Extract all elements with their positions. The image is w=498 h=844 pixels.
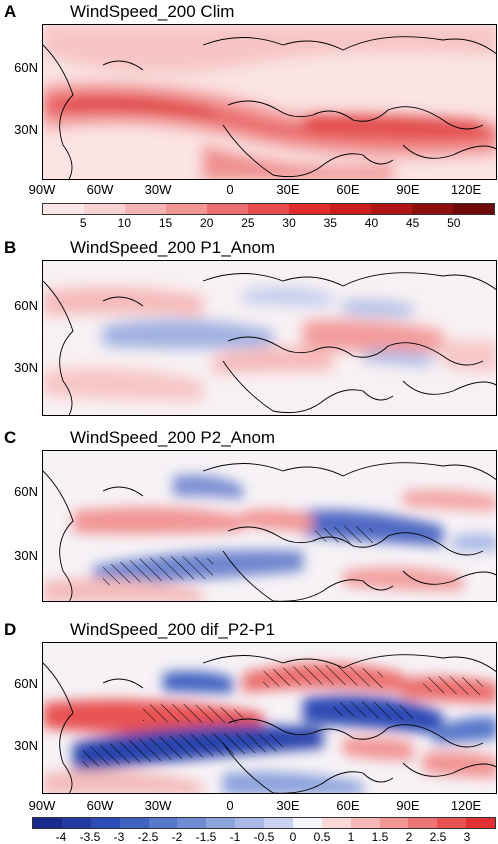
colorbar-clim-tick-label: 20 <box>200 216 214 230</box>
colorbar-anom-tick-label: -0.5 <box>253 830 275 844</box>
colorbar-anom-tick-label: -2.5 <box>137 830 159 844</box>
colorbar-anom-swatch <box>206 818 236 828</box>
lon-label-90w-d: 90W <box>28 798 56 813</box>
colorbar-anom-swatch <box>264 818 293 828</box>
colorbar-anom-tick-label: 3 <box>463 830 471 844</box>
colorbar-anom-tick-label: -4 <box>55 830 67 844</box>
lon-label-30w-d: 30W <box>144 798 172 813</box>
colorbar-clim-swatch <box>166 204 207 214</box>
colorbar-anom-tick-label: 0.5 <box>313 830 331 844</box>
colorbar-clim-swatch <box>371 204 412 214</box>
colorbar-clim-swatch <box>248 204 289 214</box>
colorbar-anom-swatch <box>321 818 351 828</box>
lon-label-60w-d: 60W <box>86 798 114 813</box>
colorbar-anom-swatch <box>292 818 322 828</box>
colorbar-clim-tick-label: 15 <box>158 216 173 230</box>
colorbar-clim-tick-label: 40 <box>364 216 379 230</box>
colorbar-anom-swatch <box>148 818 178 828</box>
lon-label-30w: 30W <box>144 182 172 197</box>
colorbar-clim <box>42 203 495 215</box>
colorbar-anom-swatch <box>61 818 91 828</box>
colorbar-anom-swatch <box>119 818 149 828</box>
colorbar-anom-swatch <box>177 818 207 828</box>
colorbar-clim-swatch <box>207 204 248 214</box>
colorbar-anom-tick-label: 2 <box>405 830 413 844</box>
colorbar-anom-swatch <box>466 818 495 828</box>
colorbar-anom-tick-label: -3.5 <box>79 830 101 844</box>
colorbar-clim-swatch <box>289 204 330 214</box>
colorbar-anom-swatch <box>379 818 409 828</box>
lon-label-90e-d: 90E <box>396 798 420 813</box>
panel-letter-a: A <box>4 2 17 21</box>
lon-label-120e-d: 120E <box>450 798 482 813</box>
lat-label-30n-d: 30N <box>14 738 38 753</box>
colorbar-anom-tick-label: 1.5 <box>371 830 389 844</box>
lat-label-60n-b: 60N <box>14 298 38 313</box>
colorbar-anom-swatch <box>90 818 120 828</box>
map-panel-d <box>42 642 497 794</box>
colorbar-clim-swatch <box>43 204 84 214</box>
panel-title-b: WindSpeed_200 P1_Anom <box>70 238 276 257</box>
panel-title-d: WindSpeed_200 dif_P2-P1 <box>70 620 276 639</box>
panel-letter-c: C <box>4 428 17 447</box>
lat-label-60n-a: 60N <box>14 60 38 75</box>
map-panel-a <box>42 24 497 180</box>
lon-label-60w: 60W <box>86 182 114 197</box>
colorbar-anom-swatch <box>437 818 467 828</box>
lat-label-60n-c: 60N <box>14 484 38 499</box>
lon-label-0-d: 0 <box>226 798 234 813</box>
lon-label-90w: 90W <box>28 182 56 197</box>
colorbar-clim-tick-label: 50 <box>447 216 461 230</box>
lon-label-0: 0 <box>226 182 234 197</box>
colorbar-anom-tick-label: -1.5 <box>195 830 217 844</box>
colorbar-anom <box>32 817 496 829</box>
colorbar-anom-swatch <box>350 818 380 828</box>
panel-letter-b: B <box>4 238 17 257</box>
colorbar-anom-swatch <box>33 818 62 828</box>
colorbar-clim-swatch <box>84 204 125 214</box>
lat-label-30n-b: 30N <box>14 360 38 375</box>
lat-label-60n-d: 60N <box>14 676 38 691</box>
map-panel-c <box>42 450 497 602</box>
colorbar-clim-swatch <box>453 204 494 214</box>
lat-label-30n-c: 30N <box>14 548 38 563</box>
colorbar-clim-swatch <box>125 204 166 214</box>
colorbar-anom-swatch <box>408 818 438 828</box>
colorbar-clim-swatch <box>330 204 371 214</box>
colorbar-clim-tick-label: 25 <box>241 216 255 230</box>
colorbar-clim-tick-label: 45 <box>405 216 420 230</box>
lon-label-30e: 30E <box>276 182 300 197</box>
colorbar-anom-tick-label: -3 <box>113 830 125 844</box>
panel-title-a: WindSpeed_200 Clim <box>70 2 235 21</box>
colorbar-clim-tick-label: 35 <box>323 216 337 230</box>
colorbar-anom-tick-label: -1 <box>229 830 241 844</box>
colorbar-clim-tick-label: 10 <box>117 216 132 230</box>
lon-label-60e-d: 60E <box>336 798 360 813</box>
colorbar-clim-tick-label: 5 <box>79 216 87 230</box>
colorbar-clim-tick-label: 30 <box>282 216 296 230</box>
colorbar-anom-tick-label: 0 <box>289 830 297 844</box>
colorbar-clim-swatch <box>412 204 453 214</box>
lat-label-30n-a: 30N <box>14 122 38 137</box>
panel-title-c: WindSpeed_200 P2_Anom <box>70 428 276 447</box>
colorbar-anom-tick-label: 1 <box>347 830 355 844</box>
map-panel-b <box>42 260 497 416</box>
panel-letter-d: D <box>4 620 17 639</box>
lon-label-30e-d: 30E <box>276 798 300 813</box>
lon-label-120e: 120E <box>450 182 482 197</box>
lon-label-60e: 60E <box>336 182 360 197</box>
colorbar-anom-swatch <box>235 818 264 828</box>
colorbar-anom-tick-label: 2.5 <box>429 830 447 844</box>
colorbar-anom-tick-label: -2 <box>171 830 183 844</box>
lon-label-90e: 90E <box>396 182 420 197</box>
